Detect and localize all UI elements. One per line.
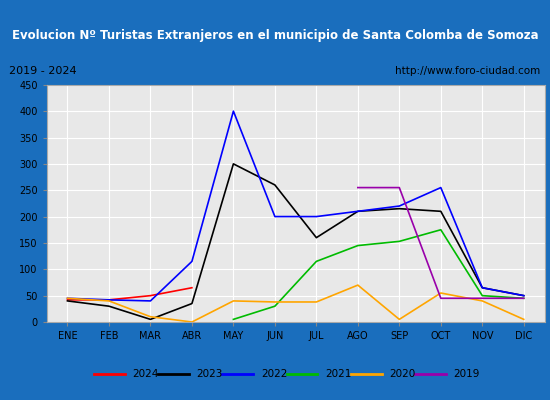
- Text: 2019 - 2024: 2019 - 2024: [9, 66, 77, 76]
- Text: 2019: 2019: [453, 369, 480, 379]
- Text: 2024: 2024: [133, 369, 159, 379]
- Text: 2020: 2020: [389, 369, 415, 379]
- Text: Evolucion Nº Turistas Extranjeros en el municipio de Santa Colomba de Somoza: Evolucion Nº Turistas Extranjeros en el …: [12, 28, 538, 42]
- Text: 2023: 2023: [197, 369, 223, 379]
- Text: 2021: 2021: [325, 369, 351, 379]
- Text: 2022: 2022: [261, 369, 287, 379]
- Text: http://www.foro-ciudad.com: http://www.foro-ciudad.com: [395, 66, 541, 76]
